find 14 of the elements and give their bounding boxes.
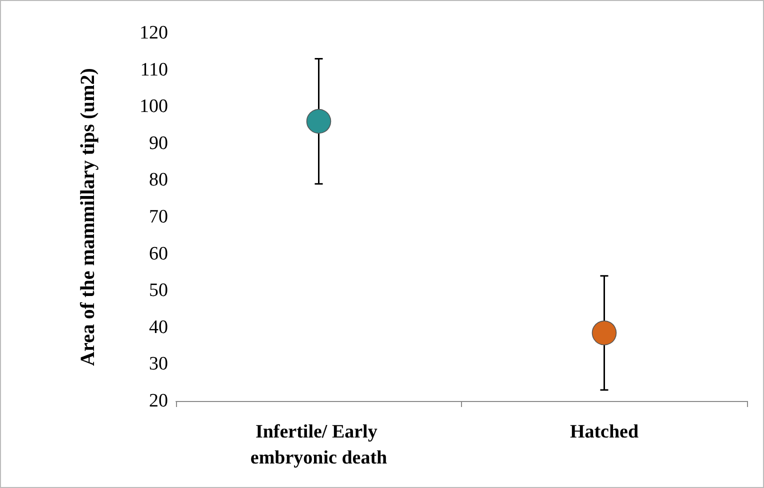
y-tick-label: 70 [149,206,168,228]
x-tick-label: Infertile/ Early embryonic death [250,422,388,468]
y-tick-label: 40 [149,316,168,338]
y-tick-label: 30 [149,354,168,375]
x-tick-label: Hatched [570,422,639,442]
y-tick-label: 60 [149,243,168,264]
y-tick-label: 120 [140,22,168,44]
y-tick-label: 50 [149,280,168,302]
y-axis-title: Area of the mammillary tips (um2) [77,68,99,366]
y-tick-label: 90 [149,132,168,154]
y-tick-label: 20 [149,390,168,412]
y-tick-label: 80 [149,170,168,191]
y-tick-label: 110 [140,59,168,80]
y-tick-label: 100 [140,96,168,118]
